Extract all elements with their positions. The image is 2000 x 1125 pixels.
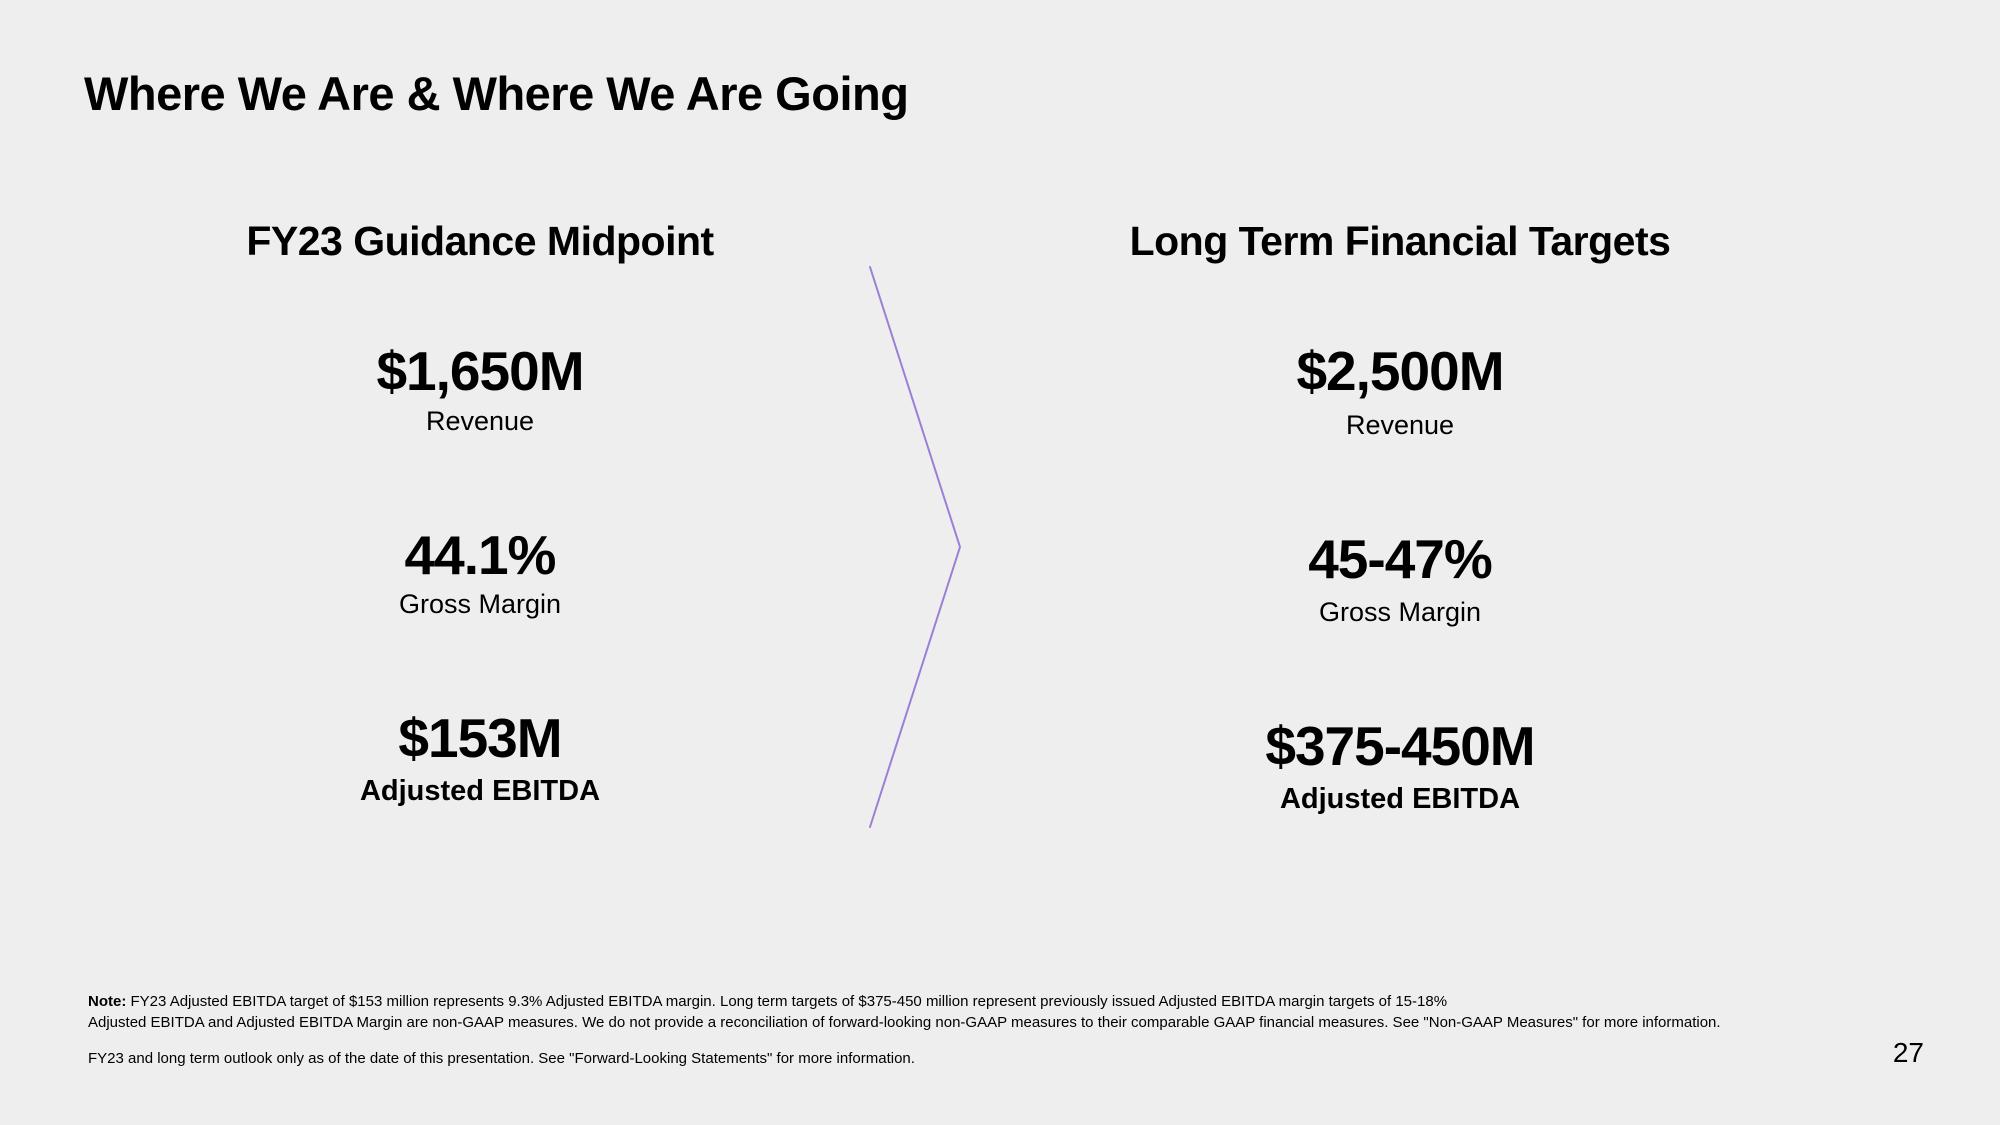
left-revenue-value: $1,650M [180,341,780,402]
right-ebitda-label: Adjusted EBITDA [1050,783,1750,816]
left-gross-margin-label: Gross Margin [180,589,780,620]
right-metric-gross-margin: 45-47% Gross Margin [1050,529,1750,629]
left-ebitda-label: Adjusted EBITDA [180,775,780,808]
left-ebitda-value: $153M [180,708,780,769]
left-revenue-label: Revenue [180,406,780,437]
footnote-note-prefix: Note: [88,993,131,1010]
left-metric-revenue: $1,650M Revenue [180,341,780,437]
left-metric-gross-margin: 44.1% Gross Margin [180,525,780,621]
right-gross-margin-label: Gross Margin [1050,597,1750,628]
left-metric-ebitda: $153M Adjusted EBITDA [180,708,780,808]
chevron-right-icon [860,262,980,832]
right-column: Long Term Financial Targets $2,500M Reve… [1050,218,1750,904]
right-gross-margin-value: 45-47% [1050,529,1750,590]
right-column-header: Long Term Financial Targets [1050,218,1750,265]
footnote-line-3: FY23 and long term outlook only as of th… [88,1049,1828,1069]
slide-title: Where We Are & Where We Are Going [84,66,908,121]
footnote-line-2: Adjusted EBITDA and Adjusted EBITDA Marg… [88,1013,1828,1033]
right-revenue-value: $2,500M [1050,341,1750,402]
footnote-text-1: FY23 Adjusted EBITDA target of $153 mill… [131,993,1448,1010]
footnotes: Note: FY23 Adjusted EBITDA target of $15… [88,992,1828,1069]
right-ebitda-value: $375-450M [1050,716,1750,777]
page-number: 27 [1893,1037,1924,1069]
left-gross-margin-value: 44.1% [180,525,780,586]
left-column: FY23 Guidance Midpoint $1,650M Revenue 4… [180,218,780,896]
right-metric-revenue: $2,500M Revenue [1050,341,1750,441]
right-metric-ebitda: $375-450M Adjusted EBITDA [1050,716,1750,816]
left-column-header: FY23 Guidance Midpoint [180,218,780,265]
right-revenue-label: Revenue [1050,410,1750,441]
footnote-line-1: Note: FY23 Adjusted EBITDA target of $15… [88,992,1828,1012]
